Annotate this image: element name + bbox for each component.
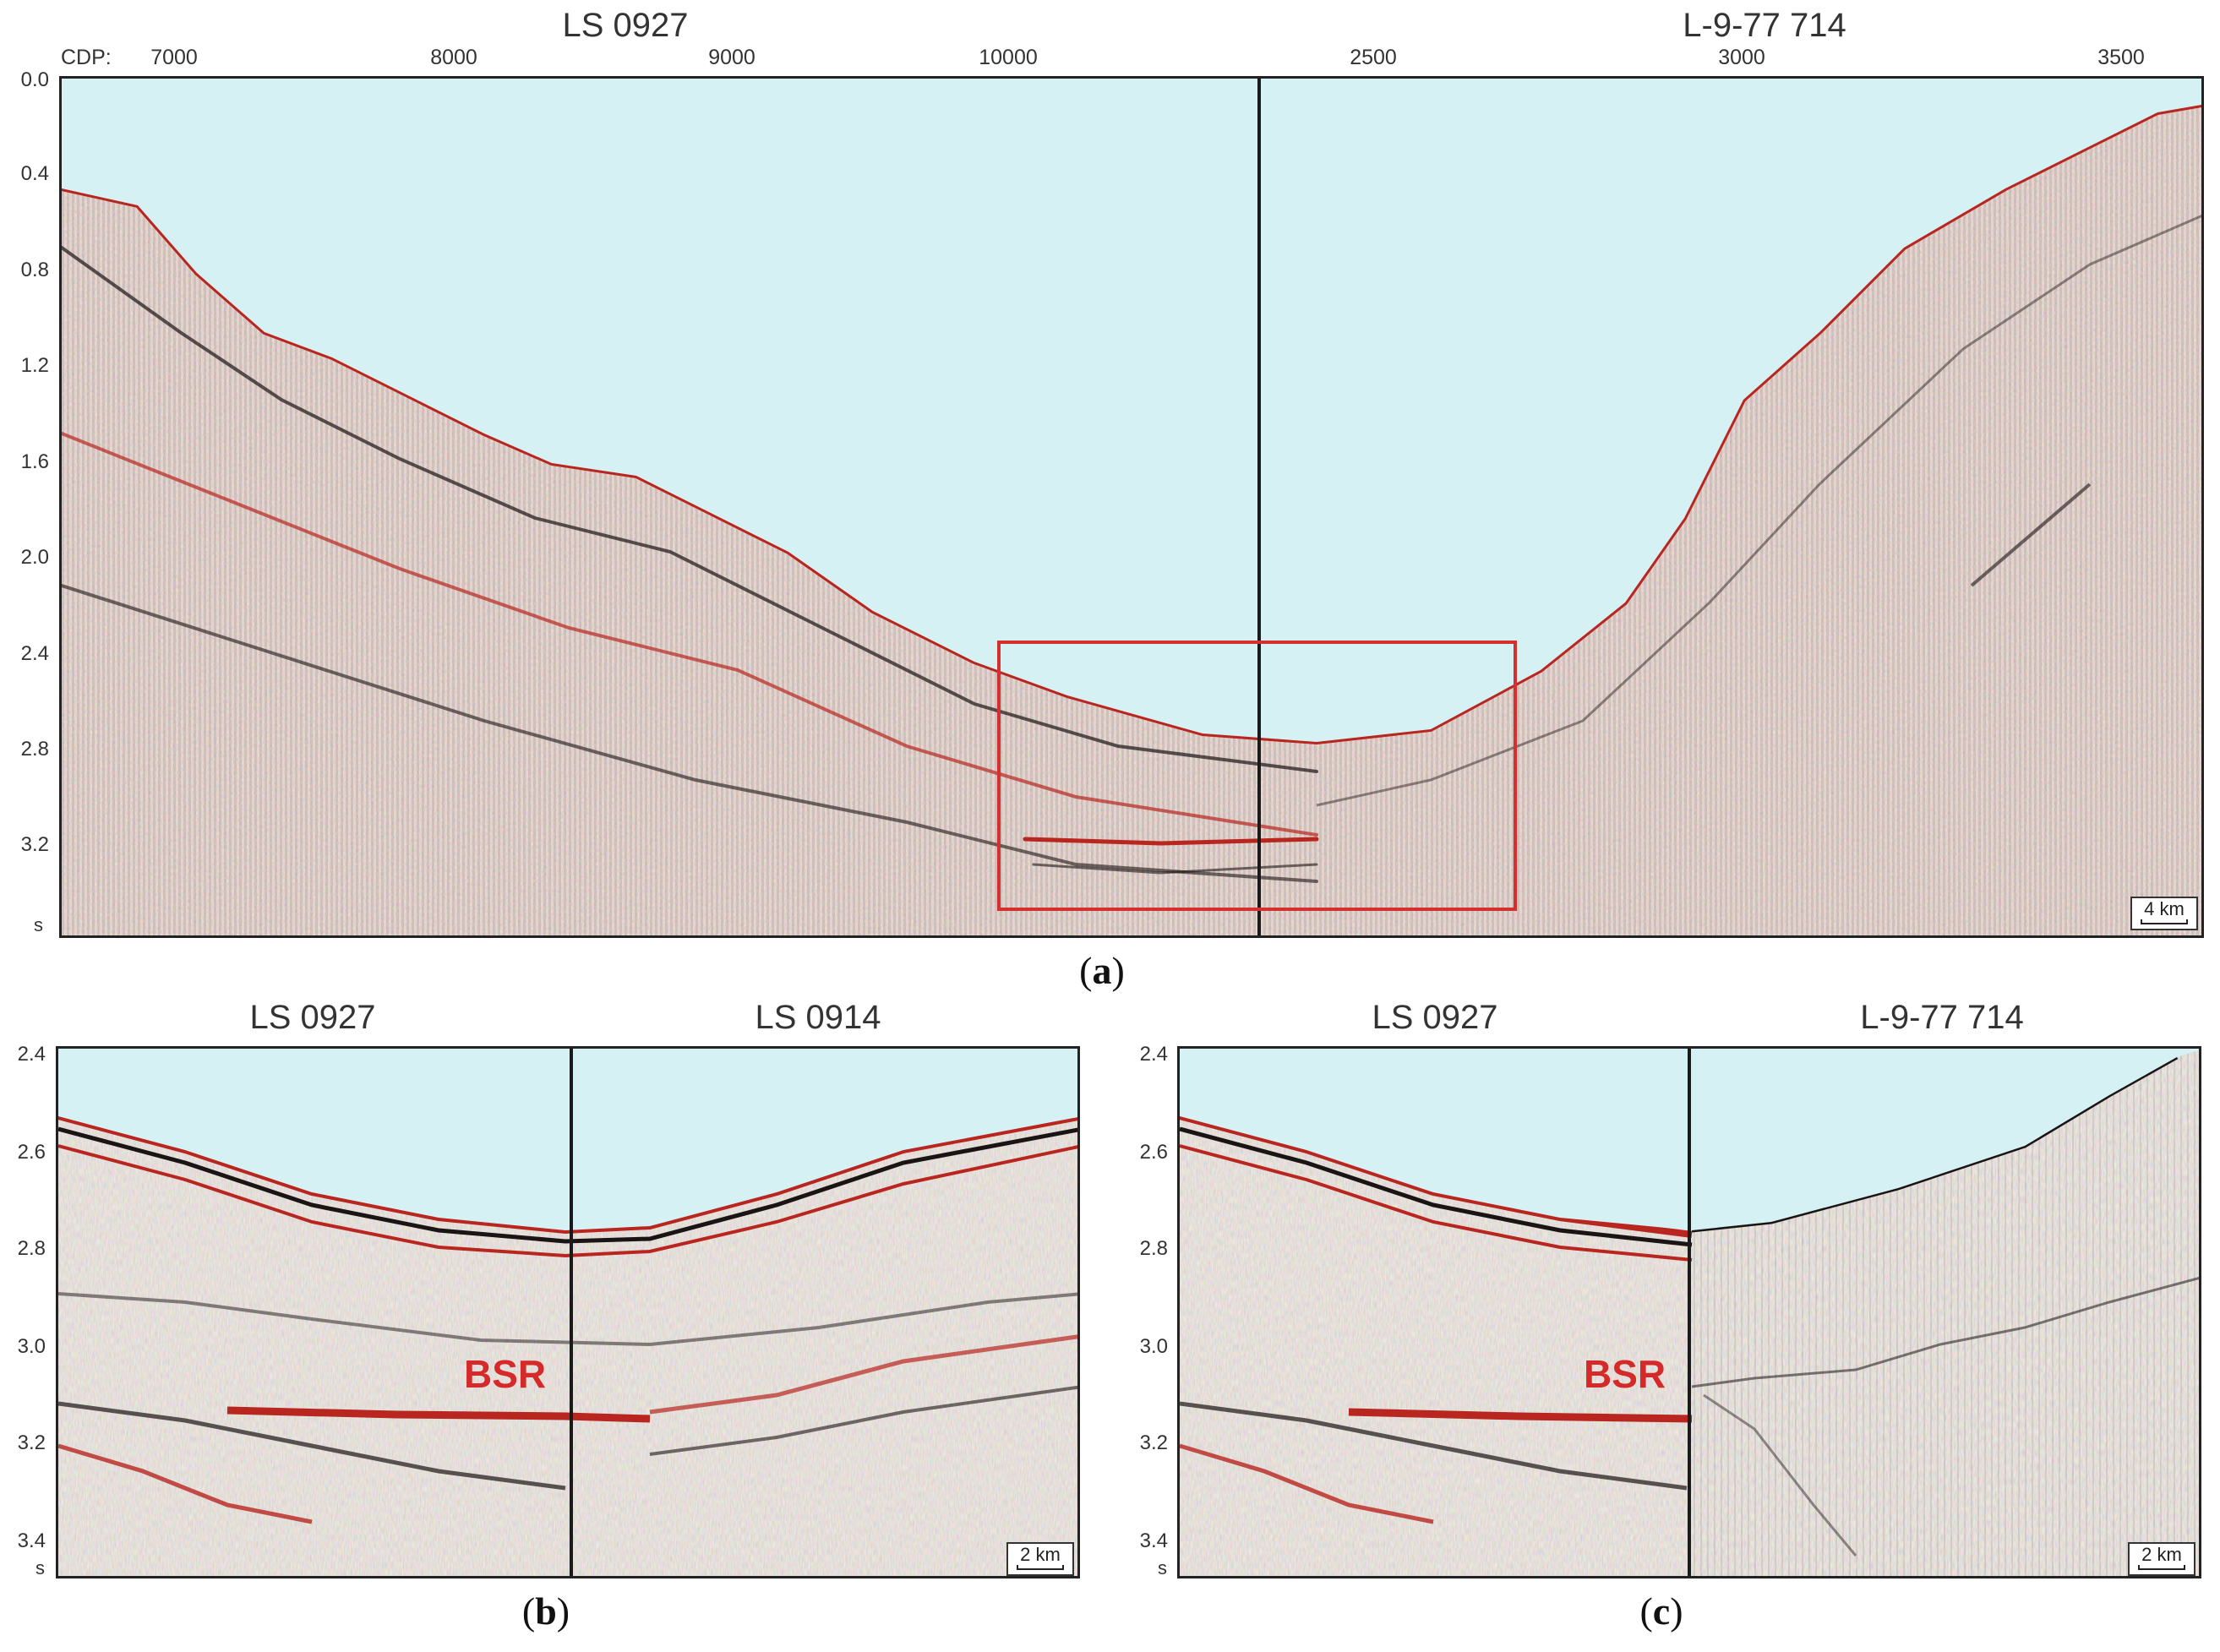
cdp-tick-label: 7000 bbox=[150, 46, 198, 69]
seismic-section-c: BSR 2 km bbox=[1177, 1046, 2201, 1578]
y-tick-label: 3.4 bbox=[1139, 1529, 1168, 1552]
y-tick-label: 2.8 bbox=[1139, 1237, 1168, 1260]
scale-bar-a: 4 km bbox=[2130, 897, 2198, 930]
y-tick-label: 0.4 bbox=[20, 162, 49, 185]
scale-bar-b: 2 km bbox=[1006, 1542, 1074, 1576]
y-axis-unit: s bbox=[34, 914, 43, 935]
panel-a-title-right: L-9-77 714 bbox=[1683, 7, 1846, 44]
bsr-annotation: BSR bbox=[1584, 1352, 1666, 1396]
y-tick-label: 1.6 bbox=[20, 450, 49, 473]
cdp-tick-label: 2500 bbox=[1350, 46, 1397, 69]
y-tick-label: 3.2 bbox=[17, 1431, 46, 1454]
y-axis-unit: s bbox=[1158, 1557, 1167, 1578]
panel-b-title-left: LS 0927 bbox=[249, 999, 376, 1036]
cdp-tick-label: 3500 bbox=[2097, 46, 2145, 69]
water-column-b bbox=[58, 1049, 1077, 1230]
y-tick-label: 3.0 bbox=[17, 1335, 46, 1358]
y-tick-label: 3.2 bbox=[1139, 1431, 1168, 1454]
seismic-image-b bbox=[58, 1049, 1077, 1576]
line-junction-divider bbox=[1688, 1049, 1691, 1576]
panel-b-title-right: LS 0914 bbox=[755, 999, 881, 1036]
line-junction-divider bbox=[1257, 79, 1261, 935]
y-tick-label: 0.0 bbox=[20, 68, 49, 91]
scale-bar-label: 4 km bbox=[2144, 898, 2185, 919]
panel-a-title-left: LS 0927 bbox=[562, 7, 689, 44]
cdp-axis-label: CDP: bbox=[61, 46, 112, 69]
caption-letter: a bbox=[1092, 949, 1112, 992]
scale-bar-c: 2 km bbox=[2128, 1542, 2195, 1576]
y-tick-label: 2.6 bbox=[17, 1141, 46, 1164]
bsr-annotation: BSR bbox=[464, 1352, 547, 1396]
y-tick-label: 0.8 bbox=[20, 259, 49, 281]
water-column-a bbox=[62, 79, 2201, 742]
cdp-tick-label: 8000 bbox=[430, 46, 477, 69]
zoom-highlight-box bbox=[997, 641, 1517, 911]
y-tick-label: 2.8 bbox=[20, 738, 49, 761]
caption-a: (a) bbox=[1079, 949, 1125, 992]
cdp-tick-label: 9000 bbox=[708, 46, 755, 69]
seismic-image-a bbox=[62, 79, 2201, 935]
seismic-section-a: 4 km bbox=[59, 76, 2204, 938]
y-tick-label: 2.4 bbox=[17, 1043, 46, 1066]
y-tick-label: 2.0 bbox=[20, 546, 49, 569]
y-tick-label: 2.8 bbox=[17, 1237, 46, 1260]
cdp-tick-label: 10000 bbox=[979, 46, 1038, 69]
caption-b: (b) bbox=[521, 1589, 570, 1633]
y-tick-label: 3.2 bbox=[20, 833, 49, 856]
seismic-section-b: BSR 2 km bbox=[56, 1046, 1080, 1578]
y-tick-label: 3.4 bbox=[17, 1529, 46, 1552]
y-tick-label: 2.4 bbox=[1139, 1043, 1168, 1066]
caption-letter: c bbox=[1652, 1589, 1671, 1633]
cdp-tick-label: 3000 bbox=[1718, 46, 1765, 69]
y-tick-label: 2.6 bbox=[1139, 1141, 1168, 1164]
y-tick-label: 2.4 bbox=[20, 642, 49, 665]
y-tick-label: 3.0 bbox=[1139, 1335, 1168, 1358]
caption-letter: b bbox=[535, 1589, 557, 1633]
y-tick-label: 1.2 bbox=[20, 354, 49, 377]
y-axis-unit: s bbox=[35, 1557, 45, 1578]
scale-bar-label: 2 km bbox=[2141, 1544, 2182, 1565]
panel-c-title-right: L-9-77 714 bbox=[1860, 999, 2024, 1036]
caption-c: (c) bbox=[1639, 1589, 1683, 1633]
panel-c-title-left: LS 0927 bbox=[1372, 999, 1498, 1036]
line-junction-divider bbox=[570, 1049, 573, 1576]
scale-bar-label: 2 km bbox=[1020, 1544, 1061, 1565]
